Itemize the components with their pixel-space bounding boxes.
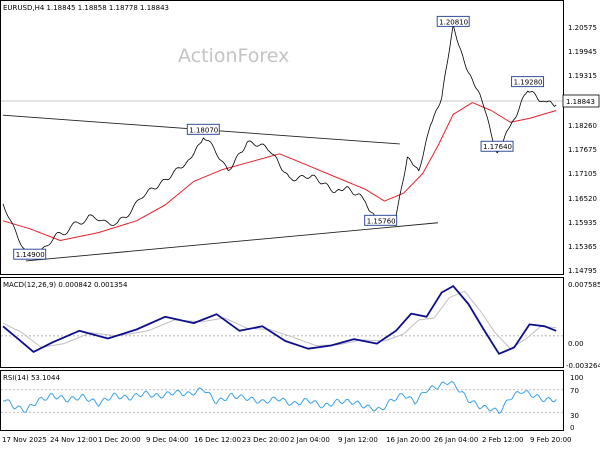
price-y-tick: 1.19315 — [568, 72, 597, 80]
price-annotation-box — [511, 76, 545, 88]
price-annotation-box — [13, 248, 47, 260]
macd-header: MACD(12,26,9) 0.000842 0.001354 — [3, 281, 128, 289]
x-tick: 24 Nov 12:00 — [50, 436, 97, 444]
price-annotation-label: 1.19280 — [514, 79, 543, 87]
x-tick: 9 Jan 12:00 — [338, 436, 378, 444]
grid-layer — [1, 335, 563, 413]
price-annotation-label: 1.20810 — [439, 18, 468, 26]
price-panel — [0, 0, 564, 275]
x-tick: 23 Dec 20:00 — [242, 436, 289, 444]
x-tick: 1 Dec 20:00 — [98, 436, 141, 444]
price-annotation-label: 1.18070 — [189, 126, 218, 134]
rsi-y-tick: 0 — [570, 424, 574, 432]
x-tick: 9 Dec 04:00 — [146, 436, 189, 444]
x-tick: 16 Jan 20:00 — [386, 436, 430, 444]
price-series-line — [2, 24, 557, 258]
x-tick: 2 Jan 04:00 — [290, 436, 330, 444]
x-tick: 16 Dec 12:00 — [194, 436, 241, 444]
macd-y-tick: -0.003264 — [566, 362, 600, 370]
price-annotation-box — [480, 140, 514, 152]
x-tick: 26 Jan 04:00 — [434, 436, 478, 444]
macd-panel — [0, 277, 564, 368]
last-price-box — [562, 94, 600, 108]
price-series-line — [2, 102, 557, 241]
price-y-tick: 1.15935 — [568, 219, 597, 227]
price-annotation-box — [186, 123, 220, 135]
price-annotation-label: 1.15760 — [367, 217, 396, 225]
price-annotation-label: 1.17640 — [483, 143, 512, 151]
rsi-series-line — [2, 381, 557, 414]
rsi-y-tick: 70 — [570, 387, 579, 395]
price-header: EURUSD,H4 1.18845 1.18858 1.18778 1.1884… — [3, 4, 169, 12]
rsi-panel — [0, 370, 564, 431]
price-y-tick: 1.20575 — [568, 24, 597, 32]
x-tick: 17 Nov 2025 — [2, 436, 47, 444]
rsi-y-tick: 30 — [570, 412, 579, 420]
x-tick: 2 Feb 12:00 — [482, 436, 523, 444]
price-y-tick: 1.14795 — [568, 267, 597, 275]
price-y-tick: 1.15365 — [568, 243, 597, 251]
macd-y-tick: 0.00 — [568, 340, 584, 348]
trend-line — [25, 222, 438, 262]
last-price-label: 1.18843 — [566, 98, 595, 106]
macd-series-line — [2, 285, 557, 355]
price-y-tick: 1.17105 — [568, 170, 597, 178]
rsi-y-tick: 100 — [570, 374, 583, 382]
price-y-tick: 1.16520 — [568, 195, 597, 203]
annotation-layer: 1.20810 1.19280 1.18070 1.17640 1.15760 1.149… — [13, 15, 545, 260]
macd-y-tick: 0.007585 — [568, 281, 600, 289]
price-annotation-box — [364, 214, 398, 226]
price-annotation-label: 1.14900 — [16, 251, 45, 259]
price-y-ticks: 1.20575 1.19945 1.19315 1.18260 1.17675 … — [568, 24, 597, 275]
x-ticks: 17 Nov 2025 24 Nov 12:00 1 Dec 20:00 9 D… — [2, 436, 571, 444]
price-y-tick: 1.17675 — [568, 146, 597, 154]
x-tick: 9 Feb 20:00 — [530, 436, 571, 444]
watermark: ActionForex — [178, 45, 289, 67]
price-y-tick: 1.19945 — [568, 48, 597, 56]
price-annotation-box — [436, 15, 470, 27]
price-y-tick: 1.18260 — [568, 122, 597, 130]
rsi-header: RSI(14) 53.1044 — [3, 374, 60, 382]
